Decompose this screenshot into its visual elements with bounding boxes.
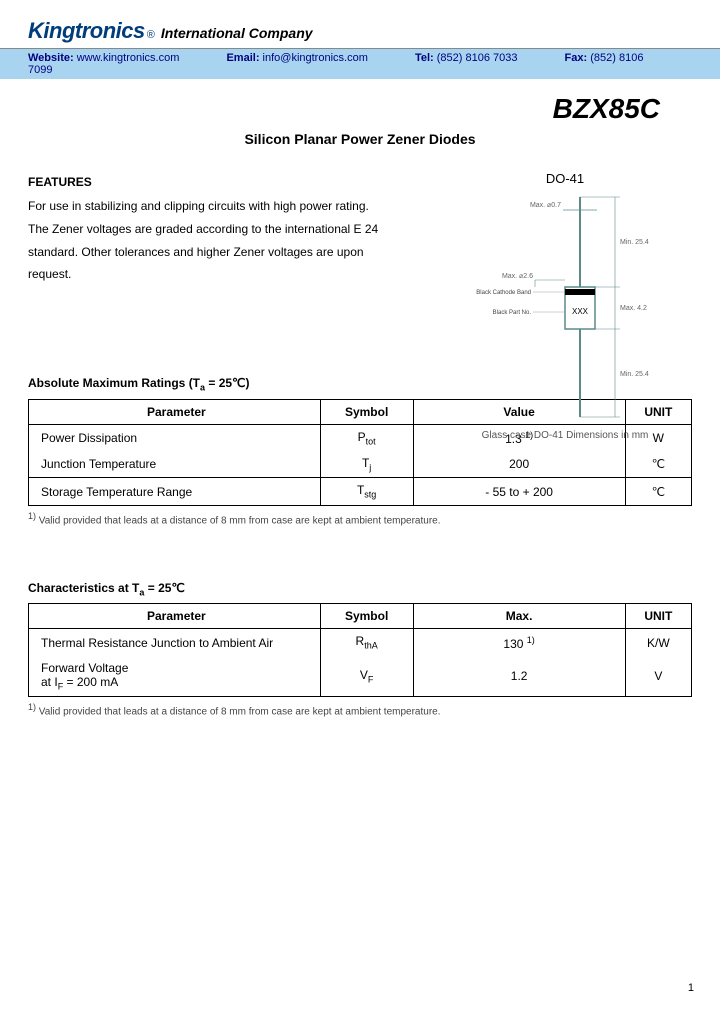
features-block: FEATURES For use in stabilizing and clip… [28, 175, 388, 286]
table-row: Thermal Resistance Junction to Ambient A… [29, 629, 692, 656]
table2-heading: Characteristics at Ta = 25℃ [28, 581, 692, 597]
col-symbol: Symbol [320, 399, 413, 424]
table-row: Forward Voltage at IF = 200 mA VF 1.2 V [29, 656, 692, 697]
svg-text:Max. ⌀0.7: Max. ⌀0.7 [530, 202, 561, 209]
package-area: DO-41 Max. ⌀0.7 Min. 25.4 XXX Max. ⌀2.6 … [460, 171, 670, 441]
table1-footnote: 1) Valid provided that leads at a distan… [28, 511, 692, 526]
part-number: BZX85C [0, 79, 720, 131]
col-unit: UNIT [625, 604, 691, 629]
col-parameter: Parameter [29, 399, 321, 424]
email: Email: info@kingtronics.com [226, 52, 389, 64]
website: Website: www.kingtronics.com [28, 52, 201, 64]
features-text: For use in stabilizing and clipping circ… [28, 195, 388, 286]
svg-text:Max. ⌀2.6: Max. ⌀2.6 [502, 273, 533, 280]
col-max: Max. [413, 604, 625, 629]
header-logo: Kingtronics ® International Company [0, 0, 720, 48]
svg-text:Min. 25.4: Min. 25.4 [620, 371, 649, 378]
logo-text: Kingtronics [28, 18, 145, 44]
svg-text:Max. 4.2: Max. 4.2 [620, 305, 647, 312]
svg-text:Min. 25.4: Min. 25.4 [620, 239, 649, 246]
package-caption: Glass case DO-41 Dimensions in mm [460, 430, 670, 441]
svg-text:Black Cathode Band: Black Cathode Band [476, 290, 531, 296]
logo-reg: ® [147, 29, 155, 41]
svg-text:Black Part No.: Black Part No. [493, 310, 532, 316]
col-parameter: Parameter [29, 604, 321, 629]
table2-footnote: 1) Valid provided that leads at a distan… [28, 702, 692, 717]
col-symbol: Symbol [320, 604, 413, 629]
package-label: DO-41 [460, 171, 670, 186]
characteristics-table: Parameter Symbol Max. UNIT Thermal Resis… [28, 603, 692, 697]
svg-text:XXX: XXX [572, 307, 589, 316]
subtitle: Silicon Planar Power Zener Diodes [0, 131, 720, 147]
table-row: Junction Temperature Tj 200 ℃ [29, 451, 692, 478]
features-heading: FEATURES [28, 175, 388, 189]
package-diagram: Max. ⌀0.7 Min. 25.4 XXX Max. ⌀2.6 Black … [465, 192, 665, 422]
table-row: Storage Temperature Range Tstg - 55 to +… [29, 478, 692, 505]
tel: Tel: (852) 8106 7033 [415, 52, 540, 64]
logo-company: International Company [161, 25, 313, 41]
table-header-row: Parameter Symbol Max. UNIT [29, 604, 692, 629]
info-bar: Website: www.kingtronics.com Email: info… [0, 48, 720, 79]
page-number: 1 [688, 982, 694, 994]
